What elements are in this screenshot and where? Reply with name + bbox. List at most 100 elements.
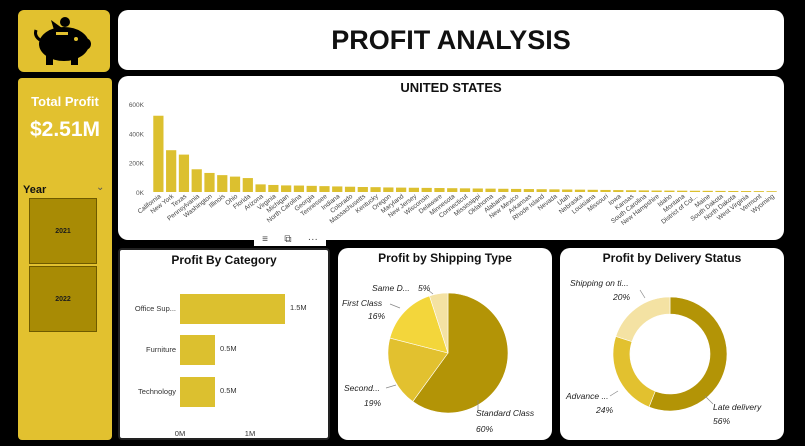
us-bar [396, 187, 407, 192]
focus-mode-icon[interactable]: ⧉ [284, 233, 292, 245]
us-bar [523, 189, 534, 192]
year-slicer-label: Year [23, 184, 47, 196]
us-bar [766, 191, 777, 192]
us-bar [166, 150, 177, 192]
delivery-slice-percent: 24% [595, 405, 613, 415]
us-bar [689, 190, 701, 192]
chevron-down-icon[interactable]: ⌄ [96, 182, 105, 193]
logo-tile [18, 10, 110, 72]
category-data-label: 0.5M [220, 344, 237, 353]
total-profit-value: $2.51M [29, 118, 101, 141]
us-bar [613, 190, 624, 192]
us-bar [293, 185, 305, 192]
us-bar [178, 154, 190, 192]
us-bar [332, 186, 343, 192]
shipping-slice-name: Second... [344, 383, 380, 393]
page-title: PROFIT ANALYSIS [331, 24, 571, 55]
us-bar [677, 190, 688, 192]
shipping-slice [429, 292, 449, 354]
filter-icon[interactable]: ≡ [262, 233, 268, 245]
delivery-leader-line [704, 395, 714, 405]
shipping-slice-name: Standard Class [476, 408, 535, 418]
sidebar: Total Profit $2.51M Year ⌄ 2021 2022 [18, 78, 112, 440]
category-bar [180, 294, 285, 324]
us-bar [204, 172, 215, 192]
category-x-tick-label: 1M [245, 429, 255, 438]
us-bar [268, 184, 279, 192]
category-chart-title: Profit By Category [171, 253, 277, 267]
category-chart-panel[interactable]: Profit By Category Office Sup... 1.5M Furn… [118, 248, 330, 440]
delivery-donut-chart: Late delivery 56% Advance ... 24% Shipping o… [565, 278, 762, 426]
us-bar [242, 178, 253, 192]
us-bar [625, 190, 637, 192]
us-bar [306, 185, 317, 192]
delivery-slice [615, 296, 671, 343]
us-bar [740, 191, 752, 192]
us-bar [510, 188, 522, 192]
us-bar [447, 188, 458, 192]
category-label: Technology [138, 387, 176, 396]
us-y-tick-label: 600K [129, 102, 145, 109]
delivery-slice-percent: 56% [713, 416, 730, 426]
shipping-leader-line [385, 384, 397, 389]
us-bar [562, 189, 573, 192]
us-y-tick-label: 400K [129, 131, 145, 138]
us-bar [498, 188, 509, 192]
shipping-slice-percent: 16% [368, 311, 385, 321]
us-bar [485, 188, 496, 192]
category-data-label: 1.5M [290, 303, 307, 312]
us-bar [574, 189, 586, 192]
category-data-label: 0.5M [220, 386, 237, 395]
piggy-bank-icon [34, 17, 91, 65]
us-bar [651, 190, 662, 192]
us-chart-title: UNITED STATES [400, 80, 502, 95]
shipping-slice-percent: 19% [364, 398, 381, 408]
us-chart-panel: UNITED STATES 0K 200K 400K 600K California Ne… [118, 76, 784, 240]
year-option-2022[interactable]: 2022 [29, 266, 97, 332]
us-bar [281, 185, 292, 192]
delivery-slice-name: Late delivery [713, 402, 762, 412]
total-profit-label: Total Profit [31, 94, 99, 109]
us-bar [472, 188, 483, 192]
delivery-slice-name: Advance ... [565, 391, 609, 401]
category-label: Furniture [146, 345, 176, 354]
us-bar [664, 190, 675, 192]
us-bar [421, 187, 432, 192]
us-bar [153, 115, 164, 192]
delivery-slice-name: Shipping on ti... [570, 278, 629, 288]
shipping-pie-chart: Standard Class 60% Second... 19% First Class… [342, 283, 535, 434]
shipping-slice-name: First Class [342, 298, 383, 308]
shipping-slice [387, 337, 449, 402]
category-bar [180, 335, 215, 365]
us-bar [191, 169, 202, 192]
shipping-slice-name: Same D... [372, 283, 410, 293]
us-bar [549, 189, 560, 192]
category-bar [180, 377, 215, 407]
shipping-leader-line [427, 289, 434, 295]
us-bar [702, 190, 713, 192]
delivery-slice-percent: 20% [612, 292, 630, 302]
us-bar [319, 186, 330, 192]
us-bar [370, 187, 381, 192]
delivery-leader-line [639, 289, 646, 299]
us-bar [383, 187, 394, 192]
us-bar [357, 187, 368, 192]
title-panel: PROFIT ANALYSIS [118, 10, 784, 70]
more-options-icon[interactable]: ··· [307, 233, 318, 245]
us-bar [536, 189, 547, 192]
shipping-slice-percent: 60% [476, 424, 493, 434]
year-option-2021[interactable]: 2021 [29, 198, 97, 264]
shipping-slice [412, 292, 509, 414]
us-bar [408, 187, 420, 192]
category-label: Office Sup... [135, 304, 176, 313]
delivery-chart-title: Profit by Delivery Status [602, 251, 742, 265]
us-bar [587, 189, 598, 192]
shipping-slice [389, 295, 449, 354]
us-bar [638, 190, 649, 192]
delivery-slice [648, 296, 728, 412]
us-bar [728, 190, 739, 192]
visual-toolbar: ≡ ⧉ ··· [254, 232, 326, 246]
shipping-chart-title: Profit by Shipping Type [378, 251, 512, 265]
category-bar-chart: Office Sup... 1.5M Furniture 0.5M Technology… [135, 294, 307, 438]
